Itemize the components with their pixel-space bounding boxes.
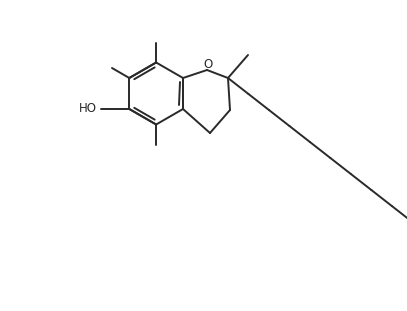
Text: O: O bbox=[204, 58, 212, 71]
Text: HO: HO bbox=[79, 103, 97, 115]
